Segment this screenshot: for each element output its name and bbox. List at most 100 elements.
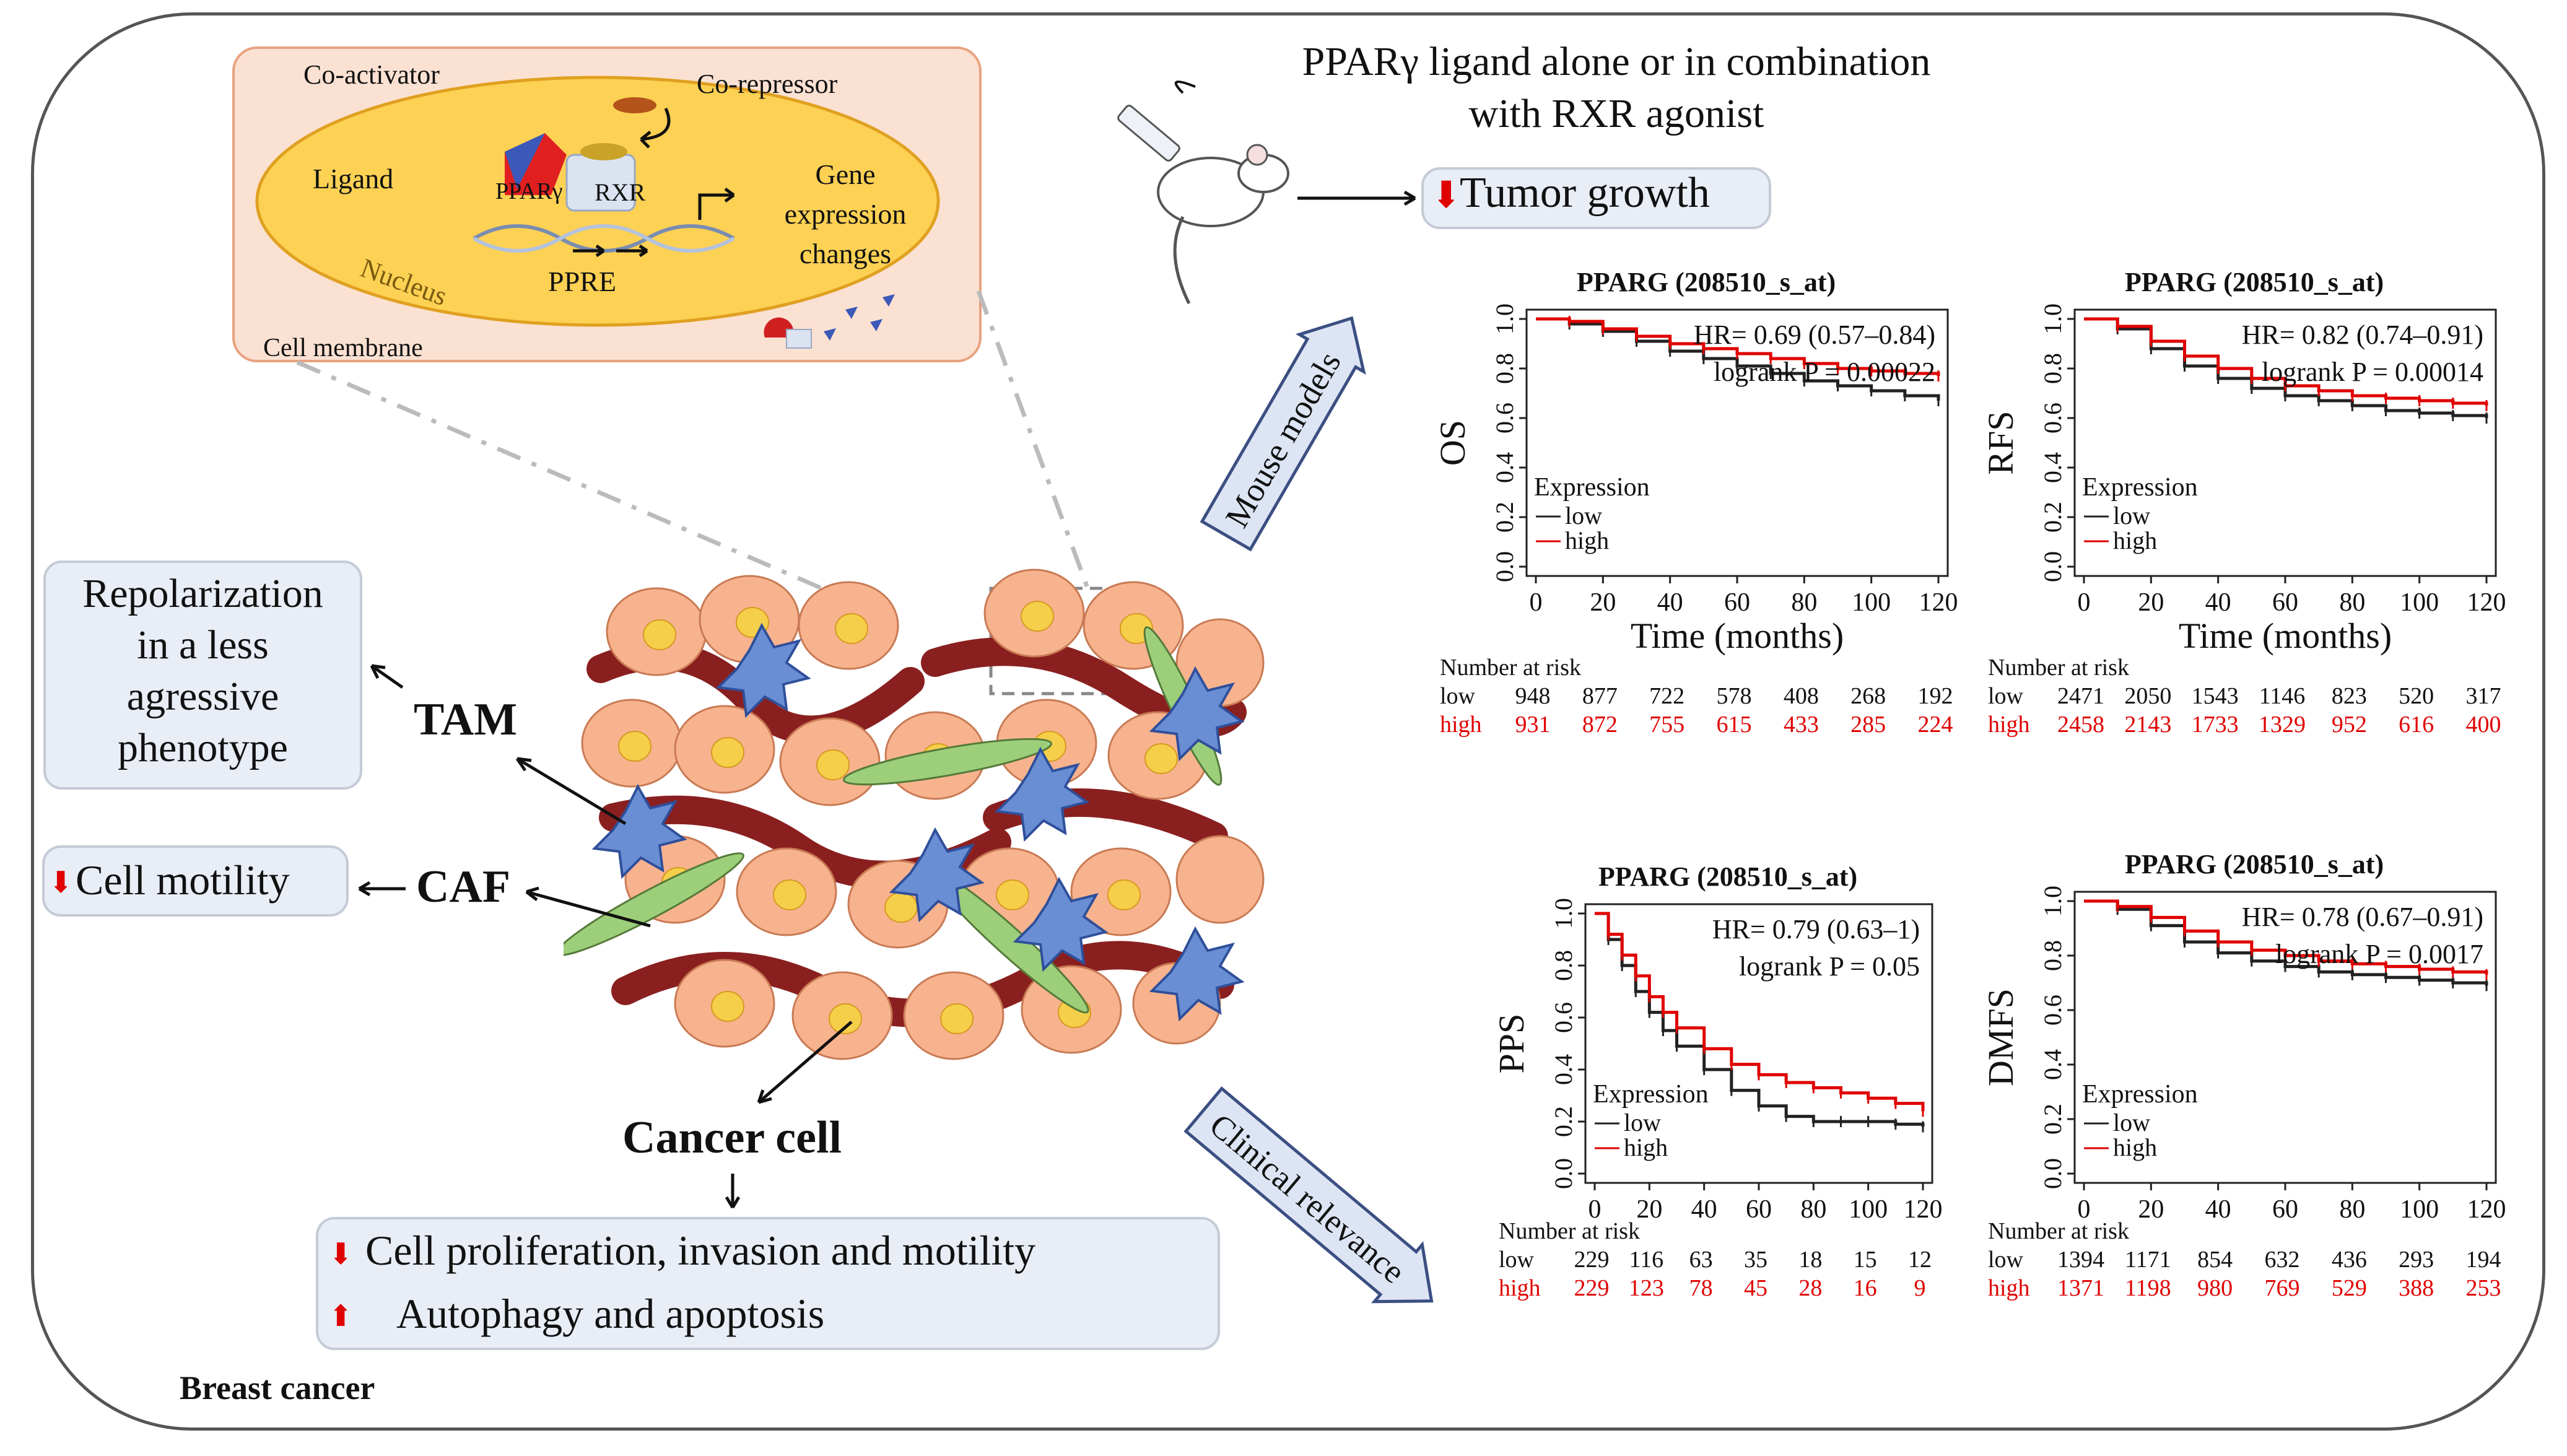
y-tick-label: 0.6 [2039, 403, 2067, 434]
risk-value-high: 2143 [2124, 712, 2171, 738]
dmfs-survival-chart: PPARG (208510_s_at) 0.0 0.2 0.4 0.6 0.8 1.0 0 20… [1969, 842, 2514, 1393]
risk-value-high: 285 [1850, 712, 1886, 738]
legend-entry: low [2113, 502, 2150, 530]
risk-value-high: 931 [1515, 712, 1551, 738]
tam-cell [1149, 926, 1245, 1022]
risk-value-high: 529 [2332, 1275, 2367, 1301]
arrowhead [515, 757, 532, 772]
risk-value-low: 854 [2197, 1247, 2233, 1273]
x-tick-label: 40 [1657, 588, 1683, 617]
risk-row-label-high: high [1988, 1275, 2030, 1301]
cell-nucleus [711, 737, 744, 768]
risk-value-low: 722 [1649, 683, 1684, 709]
os-survival-chart: PPARG (208510_s_at) 0.0 0.2 0.4 0.6 0.8 1.0 0 20… [1421, 260, 1966, 817]
y-tick-label: 1.0 [2039, 886, 2067, 917]
gene-expression-label: Gene expression changes [774, 155, 917, 274]
cell-nucleus [711, 991, 744, 1022]
y-tick-label: 1.0 [1549, 898, 1577, 929]
risk-value-low: 632 [2265, 1247, 2300, 1273]
cell-nucleus [1144, 743, 1178, 774]
co-activator-shape [580, 143, 627, 160]
x-tick-label: 120 [2467, 588, 2506, 617]
y-tick-label: 1.0 [2039, 303, 2067, 334]
risk-value-high: 1733 [2192, 712, 2239, 738]
x-tick-label: 80 [1791, 588, 1817, 617]
x-tick-label: 100 [2400, 588, 2439, 617]
ppre-label: PPRE [548, 266, 616, 297]
legend-title: Expression [2082, 473, 2198, 502]
cell-nucleus [940, 1003, 974, 1034]
logrank-annotation: logrank P = 0.05 [1739, 951, 1920, 982]
cell-nucleus [618, 731, 652, 762]
y-tick-label: 0.6 [1491, 403, 1519, 434]
macrophages [591, 622, 1245, 1022]
mouse-tail [1173, 216, 1191, 305]
risk-value-high: 78 [1689, 1275, 1713, 1301]
x-tick-label: 40 [2205, 1195, 2231, 1224]
hr-annotation: HR= 0.69 (0.57–0.84) [1694, 320, 1935, 350]
cell-nucleus [829, 1003, 862, 1034]
x-axis-title: Time (months) [2179, 616, 2392, 656]
repolarization-box: Repolarization in a less agressive pheno… [43, 560, 362, 790]
arrow-head [1403, 190, 1416, 206]
x-tick-label: 40 [1691, 1195, 1717, 1224]
risk-value-high: 952 [2332, 712, 2367, 738]
membrane-rxr-icon [786, 329, 812, 349]
logrank-annotation: logrank P = 0.0017 [2275, 939, 2483, 969]
risk-table-header: Number at risk [1499, 1218, 1640, 1244]
legend-entry: low [1624, 1109, 1661, 1136]
x-tick-label: 120 [1904, 1195, 1943, 1224]
risk-value-high: 28 [1798, 1275, 1822, 1301]
mouse-illustration [1117, 81, 1289, 305]
cell-nucleus [996, 879, 1029, 910]
risk-value-high: 433 [1784, 712, 1819, 738]
chart-svg: PPARG (208510_s_at) 0.0 0.2 0.4 0.6 0.8 1.0 0 20… [1981, 849, 2506, 1301]
risk-value-low: 35 [1744, 1247, 1767, 1273]
outer-frame [31, 12, 2545, 1431]
up-arrow-icon: ⬆ [328, 1300, 354, 1333]
legend-entry: high [1624, 1133, 1668, 1161]
chart-svg: PPARG (208510_s_at) 0.0 0.2 0.4 0.6 0.8 1.0 0 20… [1491, 861, 1943, 1301]
risk-value-low: 520 [2399, 683, 2434, 709]
cell-nucleus [643, 619, 676, 650]
x-tick-label: 80 [2339, 1195, 2365, 1224]
x-tick-label: 20 [2138, 588, 2164, 617]
x-tick-label: 20 [1636, 1195, 1662, 1224]
risk-table-header: Number at risk [1440, 655, 1581, 681]
x-tick-label: 0 [1589, 1195, 1602, 1224]
legend-entry: low [2113, 1109, 2150, 1136]
ligand-shape [505, 133, 545, 189]
risk-row-label-high: high [1440, 712, 1482, 738]
legend-entry: high [2113, 1133, 2157, 1161]
gene-expression-line: changes [799, 238, 892, 269]
legend-title: Expression [1534, 473, 1650, 502]
risk-value-low: 268 [1850, 683, 1886, 709]
cell-motility-box [42, 845, 349, 917]
co-repressor-label: Co-repressor [697, 69, 838, 99]
risk-value-high: 123 [1629, 1275, 1664, 1301]
risk-row-label-low: low [1499, 1247, 1535, 1273]
y-tick-label: 0.0 [1491, 551, 1519, 582]
tam-cell [715, 622, 811, 718]
ppre-arrowhead-2 [638, 244, 648, 258]
risk-value-high: 16 [1854, 1275, 1877, 1301]
risk-value-high: 616 [2399, 712, 2434, 738]
risk-value-high: 755 [1649, 712, 1684, 738]
repolarization-line: agressive [126, 674, 279, 719]
x-tick-label: 100 [1849, 1195, 1888, 1224]
y-tick-label: 0.6 [1549, 1002, 1577, 1033]
risk-value-low: 2471 [2057, 683, 2104, 709]
x-tick-label: 0 [2078, 1195, 2091, 1224]
risk-value-low: 408 [1784, 683, 1819, 709]
proliferation-label: Cell proliferation, invasion and motilit… [365, 1227, 1036, 1274]
x-tick-label: 20 [1590, 588, 1616, 617]
y-tick-label: 0.0 [2039, 551, 2067, 582]
y-tick-label: 0.4 [2039, 1049, 2067, 1080]
mouse-ear [1246, 144, 1268, 166]
x-tick-label: 80 [2339, 588, 2365, 617]
y-tick-label: 0.2 [1491, 502, 1519, 533]
risk-row-label-low: low [1988, 1247, 2024, 1273]
cell-nucleus [1021, 601, 1054, 632]
cell-panel-art [255, 76, 940, 362]
